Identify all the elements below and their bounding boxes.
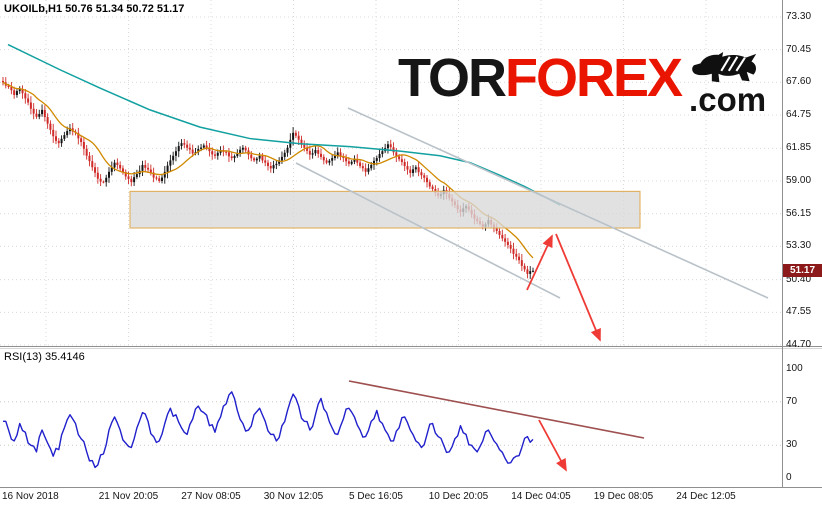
current-price-badge: 51.17	[783, 264, 822, 278]
time-axis-label: 24 Dec 12:05	[676, 491, 736, 502]
price-axis-label: 44.70	[786, 339, 812, 350]
price-axis-label: 67.60	[786, 76, 812, 88]
logo-text-tor: TOR	[398, 48, 507, 108]
logo-text-com: .com	[689, 81, 767, 118]
time-axis-label: 21 Nov 20:05	[98, 491, 159, 502]
time-axis-label: 10 Dec 20:05	[428, 491, 489, 502]
logo-text-forex: FOREX	[505, 48, 683, 108]
price-axis-label: 61.85	[786, 142, 812, 154]
price-axis-label: 59.00	[786, 175, 812, 186]
rsi-indicator-label: RSI(13) 35.4146	[4, 351, 85, 363]
rsi-axis-label: 0	[786, 472, 792, 483]
rsi-axis-label: 70	[786, 395, 798, 407]
symbol-timeframe-ohlc-label: UKOILb,H1 50.76 51.34 50.72 51.17	[4, 3, 185, 15]
logo-right-column: .com	[689, 52, 767, 118]
bull-logo-icon	[692, 52, 757, 83]
torforex-watermark: TOR FOREX .com	[398, 48, 767, 118]
time-axis-label: 19 Dec 08:05	[593, 491, 654, 502]
rsi-axis-label: 100	[786, 363, 803, 374]
rsi-axis-label: 30	[786, 439, 798, 451]
time-axis-label: 16 Nov 2018	[2, 491, 59, 502]
price-axis-label: 53.30	[786, 240, 812, 252]
time-axis-label: 30 Nov 12:05	[263, 491, 324, 502]
time-axis-label: 14 Dec 04:05	[511, 491, 571, 502]
time-axis-label: 5 Dec 16:05	[349, 491, 403, 502]
price-axis-label: 70.45	[786, 43, 812, 55]
price-axis-label: 73.30	[786, 11, 812, 22]
time-axis-label: 27 Nov 08:05	[181, 491, 241, 502]
price-axis-label: 56.15	[786, 207, 812, 219]
price-axis-label: 64.75	[786, 109, 812, 121]
price-axis-label: 50.40	[786, 273, 812, 285]
price-axis-label: 47.55	[786, 306, 812, 318]
